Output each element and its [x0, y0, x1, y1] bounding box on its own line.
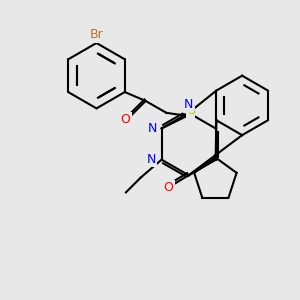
Text: N: N: [184, 98, 193, 111]
Text: N: N: [147, 122, 157, 135]
Text: N: N: [184, 99, 193, 112]
Text: Br: Br: [90, 29, 104, 42]
Text: S: S: [186, 105, 194, 118]
Text: O: O: [164, 181, 174, 194]
Text: Br: Br: [90, 28, 104, 41]
Text: N: N: [146, 153, 156, 166]
Text: O: O: [164, 181, 173, 194]
Text: N: N: [148, 122, 158, 135]
Text: N: N: [146, 153, 156, 166]
Text: O: O: [121, 113, 130, 126]
Text: O: O: [122, 112, 131, 125]
Text: S: S: [187, 104, 195, 117]
